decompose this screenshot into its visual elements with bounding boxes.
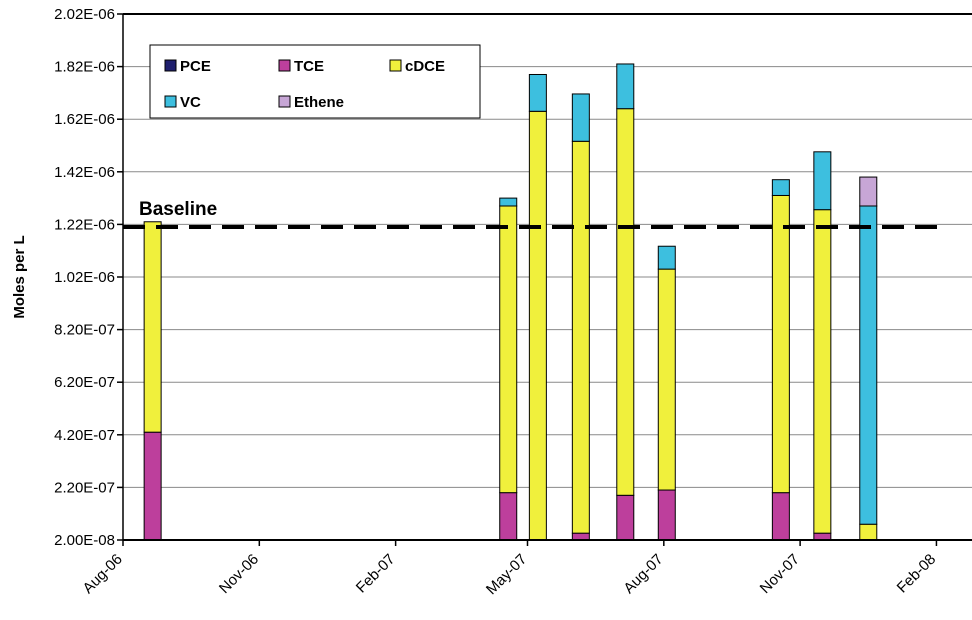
- bar-segment-cdce: [528, 110, 547, 541]
- legend-swatch-ethene: [278, 95, 291, 108]
- bar-segment-cdce: [616, 108, 635, 496]
- legend-box: [149, 44, 481, 119]
- legend-label-vc: VC: [180, 94, 201, 111]
- y-tick-label: 1.42E-06: [54, 164, 115, 181]
- bar-segment-tce: [616, 494, 635, 541]
- bar-segment-cdce: [499, 205, 518, 494]
- y-tick-label: 6.20E-07: [54, 374, 115, 391]
- bar-segment-tce: [571, 532, 590, 541]
- bar-segment-vc: [616, 63, 635, 110]
- x-tick-label: Aug-07: [620, 551, 666, 597]
- bar-segment-vc: [499, 197, 518, 207]
- x-tick-label: Aug-06: [80, 551, 126, 597]
- bar-segment-vc: [813, 151, 832, 211]
- x-tick-label: Feb-08: [894, 551, 940, 597]
- bar-segment-tce: [657, 489, 676, 541]
- y-axis-title: Moles per L: [11, 235, 28, 318]
- bar-segment-tce: [143, 431, 162, 541]
- x-tick-label: Nov-06: [216, 551, 262, 597]
- legend-swatch-vc: [164, 95, 177, 108]
- legend-label-ethene: Ethene: [294, 94, 344, 111]
- legend-swatch-pce: [164, 59, 177, 72]
- baseline: Baseline: [123, 199, 943, 230]
- bar-segment-tce: [771, 492, 790, 541]
- bar-segment-cdce: [859, 523, 878, 541]
- bar-segment-vc: [859, 205, 878, 525]
- y-tick-label: 4.20E-07: [54, 427, 115, 444]
- bar-segment-ethene: [859, 176, 878, 207]
- y-tick-label: 2.00E-08: [54, 532, 115, 549]
- y-tick-label: 1.82E-06: [54, 59, 115, 76]
- bar-segment-cdce: [657, 268, 676, 491]
- y-tick-label: 8.20E-07: [54, 322, 115, 339]
- baseline-label: Baseline: [139, 199, 217, 220]
- x-tick-label: May-07: [483, 551, 530, 598]
- bar-segment-vc: [771, 179, 790, 196]
- legend: PCE TCE cDCE VC Ethene: [149, 44, 481, 119]
- y-tick-label: 1.62E-06: [54, 111, 115, 128]
- x-tick-label: Feb-07: [353, 551, 399, 597]
- y-tick-label: 1.22E-06: [54, 216, 115, 233]
- bar-segment-tce: [499, 492, 518, 541]
- legend-swatch-cdce: [389, 59, 402, 72]
- legend-label-pce: PCE: [180, 58, 211, 75]
- y-tick-labels: 2.00E-08 2.20E-07 4.20E-07 6.20E-07 8.20E-07…: [54, 6, 115, 549]
- x-tick-label: Nov-07: [757, 551, 803, 597]
- legend-label-cdce: cDCE: [405, 58, 445, 75]
- y-tick-label: 2.02E-06: [54, 6, 115, 23]
- y-tick-label: 2.20E-07: [54, 479, 115, 496]
- legend-swatch-tce: [278, 59, 291, 72]
- x-tick-labels: Aug-06 Nov-06 Feb-07 May-07 Aug-07 Nov-07 Feb-…: [80, 540, 940, 598]
- bars: [143, 63, 878, 541]
- bar-segment-vc: [571, 93, 590, 142]
- bar-segment-cdce: [571, 140, 590, 534]
- axes: [122, 14, 972, 541]
- bar-segment-tce: [813, 532, 832, 541]
- bar-segment-cdce: [771, 194, 790, 494]
- bar-segment-vc: [528, 73, 547, 112]
- bar-segment-vc: [657, 245, 676, 270]
- bar-segment-cdce: [813, 209, 832, 534]
- bar-segment-cdce: [143, 221, 162, 433]
- y-tick-label: 1.02E-06: [54, 269, 115, 286]
- legend-label-tce: TCE: [294, 58, 324, 75]
